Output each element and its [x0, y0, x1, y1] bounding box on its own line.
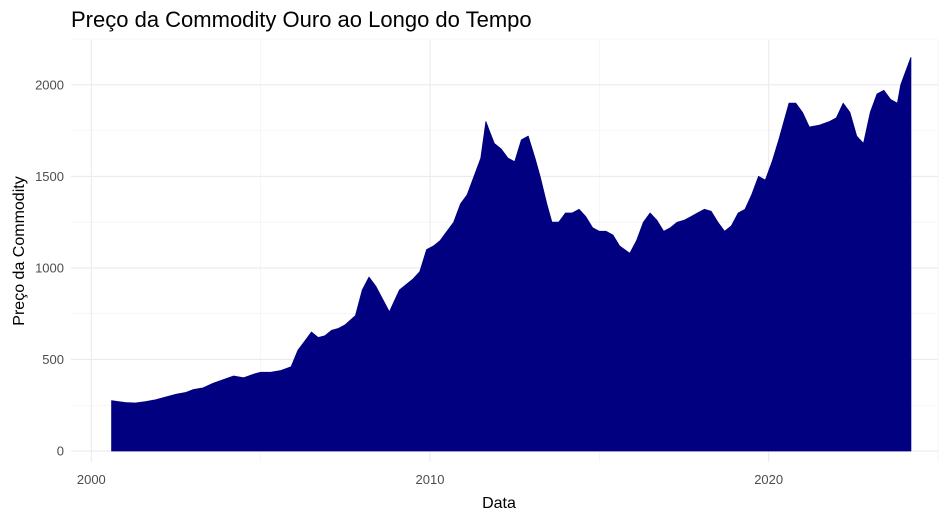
- y-tick-label: 2000: [35, 77, 64, 92]
- x-tick-label: 2020: [754, 472, 783, 487]
- x-axis-ticks: 2000 2010 2020: [77, 472, 783, 487]
- y-axis-ticks: 0 500 1000 1500 2000: [35, 77, 64, 458]
- x-tick-label: 2010: [416, 472, 445, 487]
- y-tick-label: 1000: [35, 260, 64, 275]
- price-area: [111, 57, 912, 452]
- y-tick-label: 1500: [35, 169, 64, 184]
- chart-title: Preço da Commodity Ouro ao Longo do Temp…: [71, 7, 532, 32]
- x-tick-label: 2000: [77, 472, 106, 487]
- x-axis-title: Data: [482, 495, 516, 512]
- y-tick-label: 500: [42, 352, 64, 367]
- price-area-layer: [111, 57, 912, 452]
- y-tick-label: 0: [57, 444, 64, 459]
- y-axis-title: Preço da Commodity: [11, 176, 28, 325]
